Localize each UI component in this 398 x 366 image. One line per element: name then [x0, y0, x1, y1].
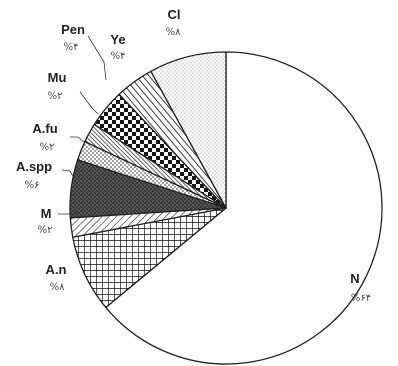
- slice-label-m: M: [41, 206, 52, 221]
- slice-label-a-spp: A.spp: [16, 159, 52, 174]
- slice-label-cl: Cl: [168, 7, 181, 22]
- slice-percent-m: %۲: [38, 225, 53, 236]
- leader-line-a-fu: [70, 136, 85, 143]
- slice-label-pen: Pen: [61, 22, 85, 37]
- leader-line-pen: [87, 35, 107, 81]
- slice-percent-cl: %۸: [166, 27, 182, 38]
- slice-label-mu: Mu: [48, 70, 67, 85]
- slice-percent-mu: %۲: [48, 91, 63, 102]
- slice-labels: N %۶۴ A.n %۸ M %۲ A.spp %۶ A.fu %۲ Mu %۲ Ye %۴ Pen %۴ Cl…: [16, 7, 371, 304]
- pie-slice-cl: [150, 51, 227, 209]
- slice-percent-ye: %۴: [111, 51, 126, 62]
- slice-percent-a-n: %۸: [50, 282, 66, 293]
- slice-percent-a-fu: %۲: [40, 142, 55, 153]
- slice-label-ye: Ye: [110, 32, 125, 47]
- pie-slice-n: [105, 51, 383, 365]
- slice-percent-pen: %۴: [64, 42, 79, 53]
- pie-slices: [69, 51, 383, 365]
- leader-line-a-spp: [61, 169, 75, 179]
- slice-label-n: N: [350, 271, 359, 286]
- leader-lines: [58, 35, 107, 215]
- slice-percent-n: %۶۴: [351, 293, 371, 304]
- leader-line-m: [58, 211, 81, 215]
- slice-label-a-fu: A.fu: [32, 121, 57, 136]
- slice-label-a-n: A.n: [46, 262, 67, 277]
- slice-percent-a-spp: %۶: [25, 180, 40, 191]
- leader-line-mu: [79, 91, 99, 115]
